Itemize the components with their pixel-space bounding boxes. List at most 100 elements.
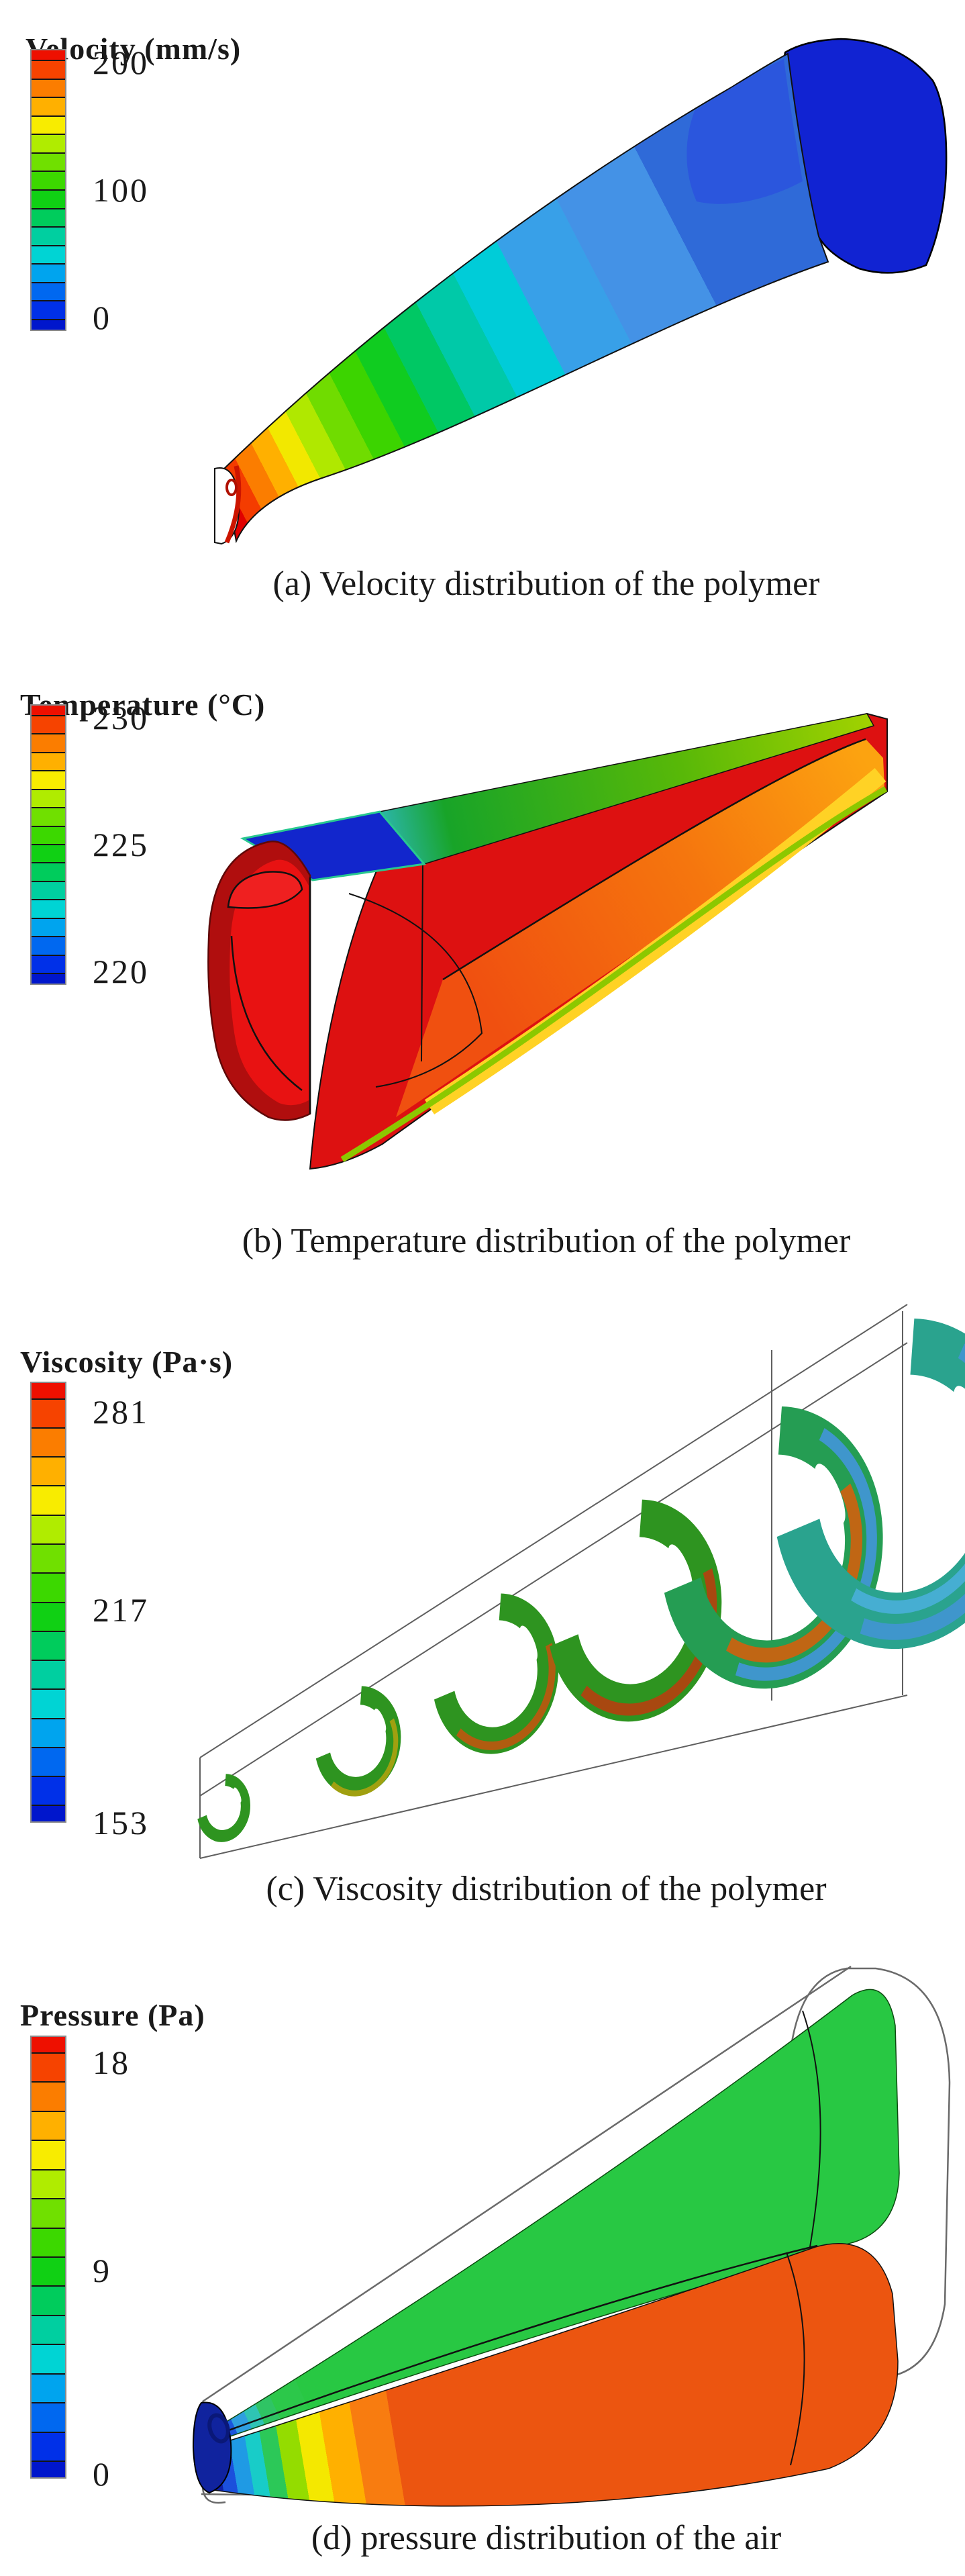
colorbar-segment xyxy=(32,2168,65,2199)
temperature-face-hole xyxy=(227,871,303,909)
colorbar-tick-min: 220 xyxy=(93,953,149,990)
colorbar-segment xyxy=(32,1746,65,1776)
colorbar-tick-max: 230 xyxy=(93,699,149,736)
colorbar-segment xyxy=(32,171,65,189)
colorbar-segment xyxy=(32,1543,65,1573)
viscosity-slice xyxy=(434,1593,559,1754)
colorbar-segment xyxy=(32,1398,65,1427)
colorbar-tick-mid: 217 xyxy=(93,1591,149,1629)
colorbar-segment xyxy=(32,1427,65,1457)
colorbar-segment xyxy=(32,1383,65,1398)
colorbar-title: Pressure (Pa) xyxy=(20,1998,205,2033)
colorbar-segment xyxy=(32,899,65,918)
colorbar-segment xyxy=(32,1717,65,1747)
temperature-inner-surface xyxy=(396,739,884,1117)
colorbar-segment xyxy=(32,318,65,330)
subfigure-caption: (d) pressure distribution of the air xyxy=(311,2519,782,2557)
temperature-face-arc xyxy=(230,935,303,1092)
subfigure-caption: (b) Temperature distribution of the poly… xyxy=(242,1222,851,1260)
colorbar-segment xyxy=(32,226,65,245)
colorbar xyxy=(30,49,66,331)
velocity-contour-plot xyxy=(214,38,948,545)
colorbar-tick-mid: 9 xyxy=(93,2252,111,2289)
velocity-inlet-rim xyxy=(224,465,242,544)
colorbar-segment xyxy=(32,733,65,752)
subfigure-caption: (a) Velocity distribution of the polymer xyxy=(272,565,820,603)
colorbar xyxy=(30,1382,66,1823)
pressure-lower-cone xyxy=(209,2243,899,2507)
panel-velocity: Velocity (mm/s) 200 100 0 (a) Velocity d… xyxy=(0,0,965,644)
colorbar-segment xyxy=(32,1776,65,1805)
colorbar-segment xyxy=(32,1688,65,1718)
subfigure-caption: (c) Viscosity distribution of the polyme… xyxy=(266,1870,827,1908)
colorbar-segment xyxy=(32,2081,65,2111)
colorbar-segment xyxy=(32,1805,65,1822)
velocity-inlet-ring xyxy=(225,479,238,496)
colorbar-segment xyxy=(32,2431,65,2461)
colorbar-segment xyxy=(32,2198,65,2228)
panel-viscosity: Viscosity (Pa·s) 281 217 153 (c) Viscosi… xyxy=(0,1288,965,1931)
viscosity-contour-plot xyxy=(197,1304,965,1859)
colorbar-tick-min: 0 xyxy=(93,2455,111,2493)
colorbar-segment xyxy=(32,2285,65,2315)
colorbar-segment xyxy=(32,880,65,900)
colorbar xyxy=(30,2036,66,2479)
temperature-contour-plot xyxy=(207,712,888,1170)
colorbar-segment xyxy=(32,714,65,734)
velocity-contour-patch xyxy=(687,59,803,204)
colorbar-segment xyxy=(32,2110,65,2140)
pressure-lower-seam-arc xyxy=(786,2252,805,2466)
panel-temperature: Temperature (°C) 230 225 220 (b) Tempera… xyxy=(0,644,965,1288)
velocity-horn-body xyxy=(221,52,829,544)
viscosity-slice xyxy=(315,1686,401,1797)
temperature-hemisphere-contour xyxy=(348,893,483,1088)
colorbar-title: Viscosity (Pa·s) xyxy=(20,1345,234,1380)
colorbar-segment xyxy=(32,281,65,301)
temperature-bottom-rim xyxy=(340,786,888,1162)
colorbar-segment xyxy=(32,862,65,881)
colorbar-tick-mid: 225 xyxy=(93,826,149,863)
colorbar-segment xyxy=(32,152,65,171)
panel-pressure: Pressure (Pa) 18 9 0 (d) pressure distri… xyxy=(0,1931,965,2575)
pressure-cone-seam xyxy=(211,2244,818,2438)
colorbar-segment xyxy=(32,917,65,937)
colorbar-segment xyxy=(32,300,65,319)
colorbar-segment xyxy=(32,751,65,771)
colorbar-tick-max: 18 xyxy=(93,2044,130,2081)
colorbar-tick-max: 200 xyxy=(93,44,149,81)
colorbar-segment xyxy=(32,2256,65,2286)
colorbar-segment xyxy=(32,2314,65,2344)
colorbar-segment xyxy=(32,1630,65,1660)
colorbar-segment xyxy=(32,844,65,863)
pressure-upper-cone xyxy=(213,1989,900,2443)
colorbar-segment xyxy=(32,78,65,97)
temperature-cut-edge-2 xyxy=(421,865,423,1062)
colorbar-segment xyxy=(32,936,65,955)
colorbar-segment xyxy=(32,1601,65,1631)
viscosity-slice xyxy=(197,1774,250,1842)
colorbar-segment xyxy=(32,1456,65,1486)
colorbar-tick-min: 153 xyxy=(93,1804,149,1842)
colorbar-segment xyxy=(32,263,65,282)
colorbar-segment xyxy=(32,2461,65,2477)
colorbar-tick-min: 0 xyxy=(93,299,111,336)
pressure-tip-ring xyxy=(207,2413,230,2444)
colorbar-segment xyxy=(32,1572,65,1602)
colorbar-segment xyxy=(32,2052,65,2082)
colorbar-segment xyxy=(32,1660,65,1689)
colorbar-segment xyxy=(32,788,65,808)
colorbar-segment xyxy=(32,115,65,134)
colorbar-segment xyxy=(32,189,65,208)
temperature-left-face-inner xyxy=(230,859,309,1106)
colorbar-segment xyxy=(32,1485,65,1515)
colorbar-segment xyxy=(32,2227,65,2256)
colorbar-segment xyxy=(32,207,65,227)
colorbar-segment xyxy=(32,2037,65,2052)
colorbar-segment xyxy=(32,1514,65,1544)
colorbar-segment xyxy=(32,706,65,715)
colorbar-segment xyxy=(32,60,65,79)
colorbar-segment xyxy=(32,973,65,984)
colorbar-segment xyxy=(32,825,65,845)
temperature-inner-contour xyxy=(442,738,866,981)
